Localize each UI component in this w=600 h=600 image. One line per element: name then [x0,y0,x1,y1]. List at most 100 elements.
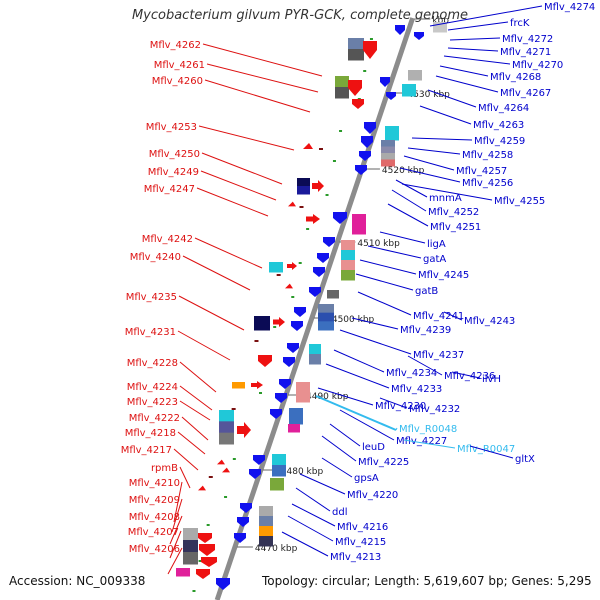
gene-block [269,262,283,273]
label-leader-line [357,291,412,316]
gene-label-left: Mflv_4253 [146,122,197,133]
label-leader-line [333,349,385,373]
label-leader-line [179,385,213,411]
gene-block-segment [335,76,349,88]
gene-label-right: Mflv_4236 [444,371,495,382]
gene-label-right: Mflv_4252 [428,207,479,218]
gene-label-right: Mflv_4213 [330,552,381,563]
gene-block-segment [288,424,300,433]
gene-block-segment [318,304,334,314]
gene-block-segment [327,290,339,299]
gene-arrow [253,455,265,465]
label-leader-line [201,152,283,185]
gene-label-right: gltX [515,454,535,465]
label-leader-line [202,43,323,77]
gene-label-right: Mflv_4225 [358,457,409,468]
gene-arrow [222,467,230,473]
gene-arrow [313,267,325,277]
gene-marker-small [231,408,236,410]
gene-arrow [216,578,230,590]
gene-arrow [333,212,347,224]
gene-block-segment [259,516,273,527]
gene-label-left: Mflv_4242 [142,234,193,245]
gene-label-right: Mflv_4263 [473,120,524,131]
gene-block-segment [318,321,334,331]
gene-arrow [270,409,282,419]
label-leader-line [435,75,499,93]
label-leader-line [447,47,499,52]
rna-highlight [315,395,397,431]
label-leader-line [395,179,428,198]
gene-marker-small [299,206,304,208]
label-leader-line [281,531,329,557]
gene-block-segment [381,146,395,154]
gene-label-left: Mflv_4240 [130,252,181,263]
gene-block-segment [352,214,366,235]
label-leader-line [177,431,206,455]
label-leader-line [339,409,395,441]
gene-label-right: Mflv_4237 [413,350,464,361]
gene-block-segment [297,186,310,195]
gene-block [289,408,303,425]
gene-arrow [317,253,329,263]
gene-label-right: Mflv_4255 [494,196,545,207]
gene-block-segment [381,153,395,160]
gene-label-right: Mflv_4232 [409,404,460,415]
gene-block [385,126,399,141]
gene-label-right: Mflv_4264 [478,103,529,114]
gene-label-left: Mflv_4222 [129,413,180,424]
gene-label-left: Mflv_4208 [129,512,180,523]
label-leader-line [317,387,374,406]
tick-label: 4530 kbp [407,90,450,100]
gene-arrow [279,379,291,389]
gene-label-right: Mflv_R0047 [457,444,515,455]
label-leader-line [391,189,427,212]
gene-block [341,240,355,281]
gene-arrow [287,343,299,353]
gene-block-segment [232,382,245,389]
gene-label-left: Mflv_4262 [150,40,201,51]
gene-block-segment [381,159,395,167]
gene-arrow [273,317,285,327]
gene-arrow [364,122,376,134]
gene-arrow [275,393,287,403]
gene-label-left: Mflv_4250 [149,149,200,160]
gene-label-right: Mflv_4243 [464,316,515,327]
gene-arrow [237,422,251,438]
gene-marker-small [318,148,323,150]
gene-label-right: ddl [332,507,347,518]
label-leader-line [395,427,398,431]
label-leader-line [407,355,443,376]
label-leader-line [449,37,501,41]
gene-marker-small [259,392,263,394]
gene-block-segment [341,270,355,281]
label-leader-line [399,167,461,183]
gene-block-segment [219,421,234,434]
label-leader-line [427,89,477,108]
gene-block-segment [259,506,273,517]
accession-text: Accession: NC_009338 [9,574,146,588]
label-leader-line [339,329,412,355]
gene-block-segment [348,38,364,50]
label-leader-line [295,487,331,512]
gene-arrow [361,136,373,148]
gene-label-right: Mflv_4267 [500,88,551,99]
gene-marker-small [298,262,302,264]
gene-block [433,22,447,33]
gene-label-right: Mflv_4257 [456,166,507,177]
tick-label: kbp [432,16,449,26]
gene-block-segment [183,540,198,553]
gene-label-right: gatB [415,286,438,297]
gene-block-segment [348,49,364,61]
gene-block [272,454,286,477]
gene-marker-small [273,326,277,328]
gene-block-segment [341,240,355,251]
gene-block-segment [270,478,284,491]
label-leader-line [169,515,183,545]
gene-arrow [359,151,371,161]
gene-label-right: Mflv_4220 [347,490,398,501]
gene-arrow [323,237,335,247]
gene-block-segment [309,354,321,365]
gene-block-segment [259,536,273,547]
gene-arrow [414,32,424,40]
